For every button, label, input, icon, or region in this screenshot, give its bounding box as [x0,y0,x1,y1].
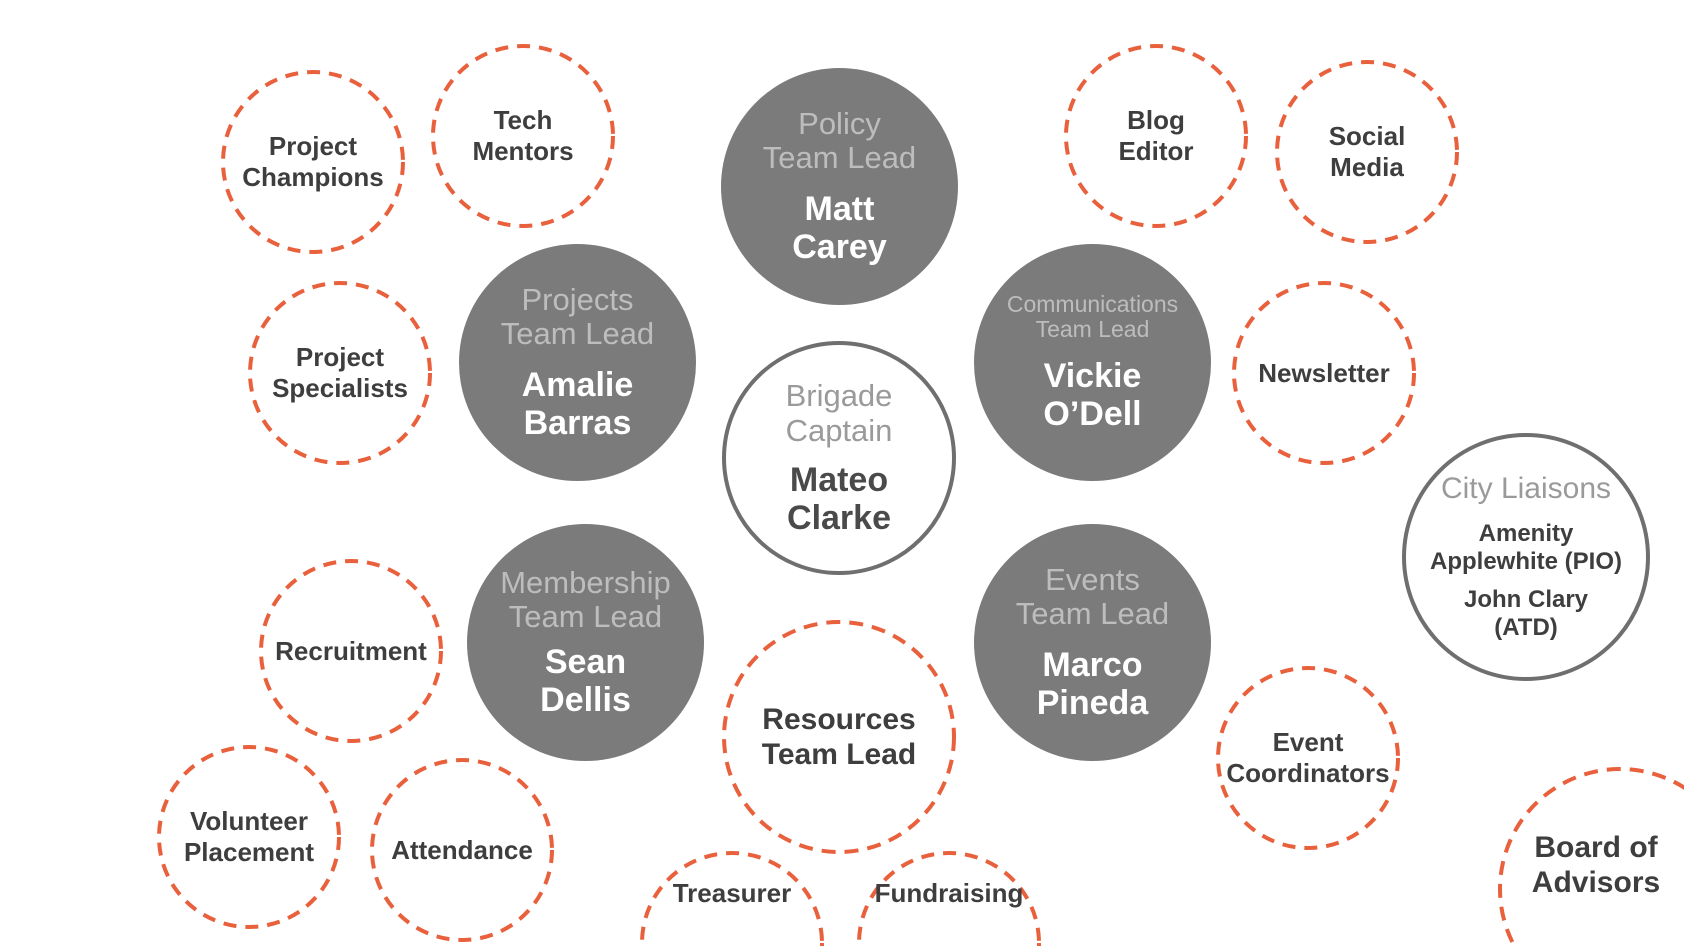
city-liaison-member: John Clary (ATD) [1463,585,1589,641]
dashed-ring [221,70,405,254]
dashed-ring [1275,60,1459,244]
membership-lead-circle: Membership Team Lead Sean Dellis [467,524,704,761]
policy-lead-name: Matt Carey [792,190,887,267]
project-specialists-label: Project Specialists [272,342,408,403]
fundraising-label: Fundraising [874,877,1024,908]
policy-lead-circle: Policy Team Lead Matt Carey [721,68,958,305]
city-liaisons-circle: City Liaisons Amenity Applewhite (PIO) J… [1402,433,1650,681]
dashed-ring [1064,44,1248,228]
events-lead-role: Events Team Lead [1015,561,1170,632]
social-media-circle: Social Media [1275,60,1459,244]
volunteer-placement-label: Volunteer Placement [183,806,315,867]
fundraising-circle: Fundraising [857,851,1041,946]
project-champions-circle: Project Champions [221,70,405,254]
social-media-label: Social Media [1328,121,1406,182]
blog-editor-label: Blog Editor [1118,105,1194,166]
membership-lead-name: Sean Dellis [540,643,631,720]
captain-role: Brigade Captain [785,378,893,448]
attendance-label: Attendance [391,834,533,865]
dashed-ring [248,281,432,465]
treasurer-circle: Treasurer [640,851,824,946]
events-lead-circle: Events Team Lead Marco Pineda [974,524,1211,761]
dashed-ring [1216,666,1400,850]
board-of-advisors-label: Board of Advisors [1531,830,1661,899]
tech-mentors-label: Tech Mentors [472,105,574,166]
dashed-ring [370,758,554,942]
dashed-ring [857,851,1041,946]
project-champions-label: Project Champions [242,131,384,192]
recruitment-circle: Recruitment [259,559,443,743]
projects-lead-role: Projects Team Lead [500,281,655,352]
resources-team-lead-circle: Resources Team Lead [722,620,956,854]
dashed-ring [157,745,341,929]
communications-lead-role: Communications Team Lead [1006,290,1179,343]
communications-lead-circle: Communications Team Lead Vickie O’Dell [974,244,1211,481]
events-lead-name: Marco Pineda [1036,646,1149,723]
volunteer-placement-circle: Volunteer Placement [157,745,341,929]
dashed-ring [1498,767,1684,946]
treasurer-label: Treasurer [672,877,792,908]
projects-lead-name: Amalie Barras [521,366,634,443]
event-coordinators-circle: Event Coordinators [1216,666,1400,850]
membership-lead-role: Membership Team Lead [500,564,671,635]
board-of-advisors-circle: Board of Advisors [1498,767,1684,946]
tech-mentors-circle: Tech Mentors [431,44,615,228]
attendance-circle: Attendance [370,758,554,942]
project-specialists-circle: Project Specialists [248,281,432,465]
blog-editor-circle: Blog Editor [1064,44,1248,228]
dashed-ring [431,44,615,228]
newsletter-circle: Newsletter [1232,281,1416,465]
brigade-captain-circle: Brigade Captain Mateo Clarke [722,341,956,575]
dashed-ring [1232,281,1416,465]
city-liaisons-title: City Liaisons [1440,472,1612,506]
dashed-ring [259,559,443,743]
newsletter-label: Newsletter [1258,357,1390,388]
city-liaison-member: Amenity Applewhite (PIO) [1430,519,1622,575]
captain-name: Mateo Clarke [787,460,891,537]
dashed-ring [640,851,824,946]
recruitment-label: Recruitment [275,635,427,666]
event-coordinators-label: Event Coordinators [1226,727,1390,788]
dashed-ring [722,620,956,854]
projects-lead-circle: Projects Team Lead Amalie Barras [459,244,696,481]
policy-lead-role: Policy Team Lead [762,105,917,176]
communications-lead-name: Vickie O’Dell [1043,357,1142,434]
resources-team-lead-label: Resources Team Lead [761,702,917,771]
